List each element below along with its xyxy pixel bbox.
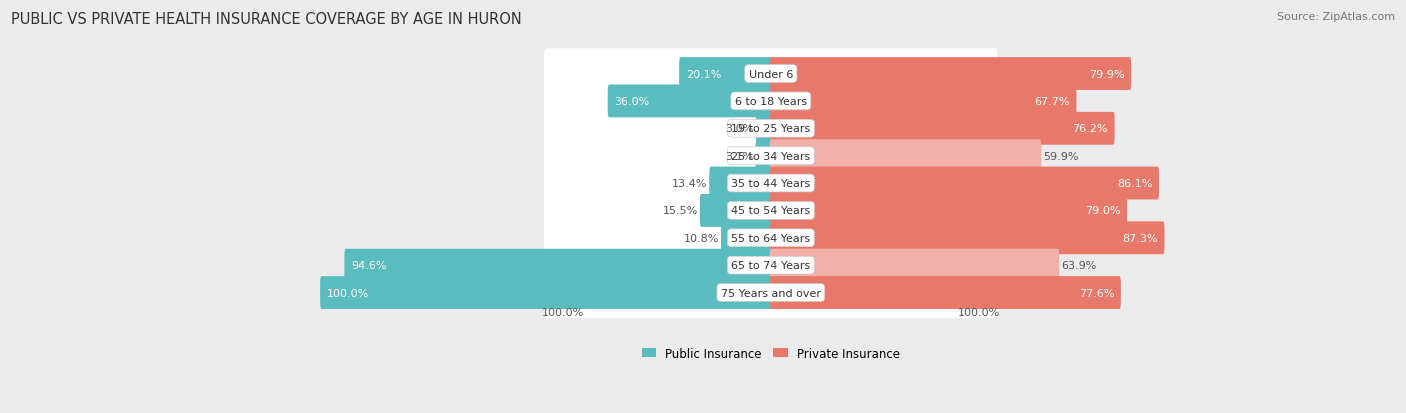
Text: Under 6: Under 6: [748, 69, 793, 79]
Text: 77.6%: 77.6%: [1078, 288, 1114, 298]
FancyBboxPatch shape: [769, 222, 1164, 254]
FancyBboxPatch shape: [544, 104, 998, 154]
Text: 75 Years and over: 75 Years and over: [721, 288, 821, 298]
Text: 3.1%: 3.1%: [725, 151, 754, 161]
FancyBboxPatch shape: [769, 195, 1128, 227]
Text: 63.9%: 63.9%: [1062, 261, 1097, 271]
Text: 20.1%: 20.1%: [686, 69, 721, 79]
FancyBboxPatch shape: [544, 158, 998, 209]
FancyBboxPatch shape: [700, 195, 772, 227]
FancyBboxPatch shape: [544, 131, 998, 182]
FancyBboxPatch shape: [756, 113, 772, 145]
Text: 45 to 54 Years: 45 to 54 Years: [731, 206, 810, 216]
Text: 79.0%: 79.0%: [1085, 206, 1121, 216]
Text: 10.8%: 10.8%: [683, 233, 718, 243]
Text: 94.6%: 94.6%: [352, 261, 387, 271]
FancyBboxPatch shape: [709, 167, 772, 200]
Text: 79.9%: 79.9%: [1088, 69, 1125, 79]
Text: 55 to 64 Years: 55 to 64 Years: [731, 233, 810, 243]
FancyBboxPatch shape: [607, 85, 772, 118]
Text: 86.1%: 86.1%: [1116, 178, 1153, 189]
Text: 100.0%: 100.0%: [541, 308, 583, 318]
FancyBboxPatch shape: [769, 249, 1059, 282]
Text: 59.9%: 59.9%: [1043, 151, 1078, 161]
Text: PUBLIC VS PRIVATE HEALTH INSURANCE COVERAGE BY AGE IN HURON: PUBLIC VS PRIVATE HEALTH INSURANCE COVER…: [11, 12, 522, 27]
Legend: Public Insurance, Private Insurance: Public Insurance, Private Insurance: [637, 342, 905, 365]
FancyBboxPatch shape: [769, 167, 1159, 200]
FancyBboxPatch shape: [769, 140, 1042, 173]
FancyBboxPatch shape: [679, 58, 772, 91]
FancyBboxPatch shape: [544, 185, 998, 236]
Text: 36.0%: 36.0%: [614, 97, 650, 107]
FancyBboxPatch shape: [544, 49, 998, 100]
Text: 15.5%: 15.5%: [662, 206, 697, 216]
FancyBboxPatch shape: [721, 222, 772, 254]
FancyBboxPatch shape: [769, 58, 1132, 91]
FancyBboxPatch shape: [344, 249, 772, 282]
FancyBboxPatch shape: [544, 76, 998, 127]
FancyBboxPatch shape: [544, 268, 998, 318]
Text: 19 to 25 Years: 19 to 25 Years: [731, 124, 810, 134]
Text: 25 to 34 Years: 25 to 34 Years: [731, 151, 810, 161]
Text: 6 to 18 Years: 6 to 18 Years: [735, 97, 807, 107]
FancyBboxPatch shape: [321, 276, 772, 309]
FancyBboxPatch shape: [769, 113, 1115, 145]
Text: 13.4%: 13.4%: [672, 178, 707, 189]
Text: 76.2%: 76.2%: [1073, 124, 1108, 134]
Text: 35 to 44 Years: 35 to 44 Years: [731, 178, 810, 189]
Text: Source: ZipAtlas.com: Source: ZipAtlas.com: [1277, 12, 1395, 22]
Text: 87.3%: 87.3%: [1122, 233, 1157, 243]
Text: 3.0%: 3.0%: [725, 124, 754, 134]
Text: 100.0%: 100.0%: [957, 308, 1000, 318]
Text: 65 to 74 Years: 65 to 74 Years: [731, 261, 810, 271]
FancyBboxPatch shape: [755, 140, 772, 173]
FancyBboxPatch shape: [769, 276, 1121, 309]
FancyBboxPatch shape: [544, 213, 998, 263]
Text: 100.0%: 100.0%: [326, 288, 370, 298]
FancyBboxPatch shape: [544, 240, 998, 291]
Text: 67.7%: 67.7%: [1035, 97, 1070, 107]
FancyBboxPatch shape: [769, 85, 1077, 118]
